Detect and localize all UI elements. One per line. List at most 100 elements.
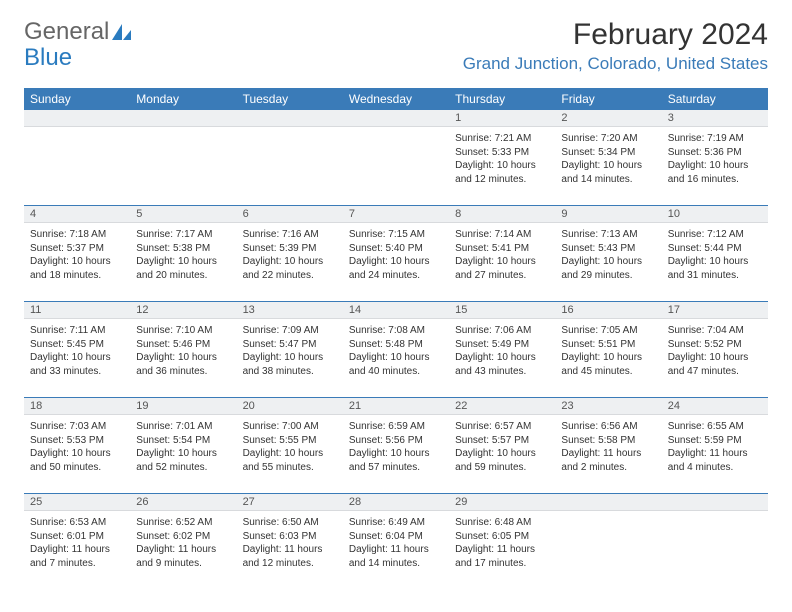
day-info-line: Sunrise: 6:56 AM — [561, 420, 655, 434]
daynum-row: 11121314151617 — [24, 301, 768, 319]
day-cell: Sunrise: 7:08 AMSunset: 5:48 PMDaylight:… — [343, 319, 449, 397]
day-cell-content — [30, 130, 124, 132]
day-cell — [555, 511, 661, 589]
logo-text-1: General — [24, 18, 109, 46]
day-header-saturday: Saturday — [662, 88, 768, 110]
day-info-line: Sunrise: 6:49 AM — [349, 516, 443, 530]
day-cell: Sunrise: 7:04 AMSunset: 5:52 PMDaylight:… — [662, 319, 768, 397]
day-number — [130, 110, 236, 126]
day-number: 11 — [24, 302, 130, 318]
day-cell: Sunrise: 6:52 AMSunset: 6:02 PMDaylight:… — [130, 511, 236, 589]
day-cell-content — [349, 130, 443, 132]
day-info-line: Sunrise: 7:00 AM — [243, 420, 337, 434]
weeks-container: 123Sunrise: 7:21 AMSunset: 5:33 PMDaylig… — [24, 110, 768, 589]
day-info-line: Daylight: 10 hours and 27 minutes. — [455, 255, 549, 282]
day-info-line: Sunset: 5:54 PM — [136, 434, 230, 448]
day-header-tuesday: Tuesday — [237, 88, 343, 110]
day-cell-content: Sunrise: 6:49 AMSunset: 6:04 PMDaylight:… — [349, 514, 443, 570]
day-info-line: Daylight: 10 hours and 52 minutes. — [136, 447, 230, 474]
day-info-line: Sunrise: 7:17 AM — [136, 228, 230, 242]
day-cell: Sunrise: 7:15 AMSunset: 5:40 PMDaylight:… — [343, 223, 449, 301]
day-cell-content: Sunrise: 6:55 AMSunset: 5:59 PMDaylight:… — [668, 418, 762, 474]
calendar: Sunday Monday Tuesday Wednesday Thursday… — [24, 88, 768, 589]
day-info-line: Sunset: 5:55 PM — [243, 434, 337, 448]
day-cell-content: Sunrise: 7:11 AMSunset: 5:45 PMDaylight:… — [30, 322, 124, 378]
day-info-line: Daylight: 10 hours and 14 minutes. — [561, 159, 655, 186]
day-info-line: Sunrise: 7:20 AM — [561, 132, 655, 146]
day-info-line: Daylight: 10 hours and 47 minutes. — [668, 351, 762, 378]
day-info-line: Sunset: 5:38 PM — [136, 242, 230, 256]
day-cell: Sunrise: 6:56 AMSunset: 5:58 PMDaylight:… — [555, 415, 661, 493]
day-info-line: Daylight: 11 hours and 4 minutes. — [668, 447, 762, 474]
day-number: 29 — [449, 494, 555, 510]
day-cell: Sunrise: 7:10 AMSunset: 5:46 PMDaylight:… — [130, 319, 236, 397]
day-cell-content: Sunrise: 7:05 AMSunset: 5:51 PMDaylight:… — [561, 322, 655, 378]
logo-text-2: Blue — [24, 44, 72, 71]
day-header-monday: Monday — [130, 88, 236, 110]
day-number — [237, 110, 343, 126]
day-cell: Sunrise: 7:00 AMSunset: 5:55 PMDaylight:… — [237, 415, 343, 493]
day-number: 5 — [130, 206, 236, 222]
day-cell: Sunrise: 7:03 AMSunset: 5:53 PMDaylight:… — [24, 415, 130, 493]
day-number: 27 — [237, 494, 343, 510]
day-cell-content: Sunrise: 6:48 AMSunset: 6:05 PMDaylight:… — [455, 514, 549, 570]
day-info-line: Daylight: 10 hours and 50 minutes. — [30, 447, 124, 474]
logo-line2: Blue — [24, 44, 72, 72]
day-info-line: Sunrise: 7:19 AM — [668, 132, 762, 146]
day-cell-content — [668, 514, 762, 516]
day-cell-content: Sunrise: 7:04 AMSunset: 5:52 PMDaylight:… — [668, 322, 762, 378]
day-cell-content: Sunrise: 7:03 AMSunset: 5:53 PMDaylight:… — [30, 418, 124, 474]
day-info-line: Sunset: 5:45 PM — [30, 338, 124, 352]
day-info-line: Sunrise: 6:52 AM — [136, 516, 230, 530]
day-info-line: Daylight: 11 hours and 7 minutes. — [30, 543, 124, 570]
day-info-line: Daylight: 10 hours and 45 minutes. — [561, 351, 655, 378]
day-cell-content: Sunrise: 6:50 AMSunset: 6:03 PMDaylight:… — [243, 514, 337, 570]
day-number: 20 — [237, 398, 343, 414]
day-info-line: Daylight: 11 hours and 12 minutes. — [243, 543, 337, 570]
day-cell: Sunrise: 7:21 AMSunset: 5:33 PMDaylight:… — [449, 127, 555, 205]
day-number — [24, 110, 130, 126]
day-info-line: Daylight: 10 hours and 59 minutes. — [455, 447, 549, 474]
day-info-line: Sunrise: 7:10 AM — [136, 324, 230, 338]
location-text: Grand Junction, Colorado, United States — [463, 54, 768, 74]
day-info-line: Sunset: 5:36 PM — [668, 146, 762, 160]
day-info-line: Sunrise: 6:48 AM — [455, 516, 549, 530]
day-cell: Sunrise: 7:16 AMSunset: 5:39 PMDaylight:… — [237, 223, 343, 301]
day-number: 6 — [237, 206, 343, 222]
day-cell-content: Sunrise: 7:10 AMSunset: 5:46 PMDaylight:… — [136, 322, 230, 378]
day-cell-content: Sunrise: 7:12 AMSunset: 5:44 PMDaylight:… — [668, 226, 762, 282]
day-cell: Sunrise: 7:20 AMSunset: 5:34 PMDaylight:… — [555, 127, 661, 205]
day-info-line: Daylight: 10 hours and 55 minutes. — [243, 447, 337, 474]
day-cell — [662, 511, 768, 589]
day-info-line: Sunrise: 7:01 AM — [136, 420, 230, 434]
day-info-line: Sunrise: 7:05 AM — [561, 324, 655, 338]
day-number: 3 — [662, 110, 768, 126]
day-info-line: Sunset: 6:02 PM — [136, 530, 230, 544]
day-number: 15 — [449, 302, 555, 318]
day-info-line: Daylight: 10 hours and 12 minutes. — [455, 159, 549, 186]
day-cell-content: Sunrise: 6:59 AMSunset: 5:56 PMDaylight:… — [349, 418, 443, 474]
day-info-line: Daylight: 10 hours and 31 minutes. — [668, 255, 762, 282]
day-number: 23 — [555, 398, 661, 414]
day-cell-content: Sunrise: 7:16 AMSunset: 5:39 PMDaylight:… — [243, 226, 337, 282]
day-cell-content: Sunrise: 7:00 AMSunset: 5:55 PMDaylight:… — [243, 418, 337, 474]
day-info-line: Daylight: 10 hours and 22 minutes. — [243, 255, 337, 282]
day-info-line: Sunrise: 6:53 AM — [30, 516, 124, 530]
day-cell — [237, 127, 343, 205]
day-info-line: Sunrise: 7:04 AM — [668, 324, 762, 338]
day-info-line: Sunrise: 7:06 AM — [455, 324, 549, 338]
day-cell-content — [561, 514, 655, 516]
daynum-row: 123 — [24, 110, 768, 127]
day-cell: Sunrise: 7:05 AMSunset: 5:51 PMDaylight:… — [555, 319, 661, 397]
day-info-line: Sunset: 6:03 PM — [243, 530, 337, 544]
day-info-line: Daylight: 11 hours and 9 minutes. — [136, 543, 230, 570]
day-cell: Sunrise: 7:06 AMSunset: 5:49 PMDaylight:… — [449, 319, 555, 397]
day-info-line: Sunset: 5:52 PM — [668, 338, 762, 352]
day-cell: Sunrise: 6:49 AMSunset: 6:04 PMDaylight:… — [343, 511, 449, 589]
day-cell-content: Sunrise: 7:19 AMSunset: 5:36 PMDaylight:… — [668, 130, 762, 186]
day-info-line: Daylight: 10 hours and 18 minutes. — [30, 255, 124, 282]
week-row: Sunrise: 7:03 AMSunset: 5:53 PMDaylight:… — [24, 415, 768, 493]
day-info-line: Sunset: 5:56 PM — [349, 434, 443, 448]
day-number: 25 — [24, 494, 130, 510]
day-info-line: Sunset: 6:04 PM — [349, 530, 443, 544]
